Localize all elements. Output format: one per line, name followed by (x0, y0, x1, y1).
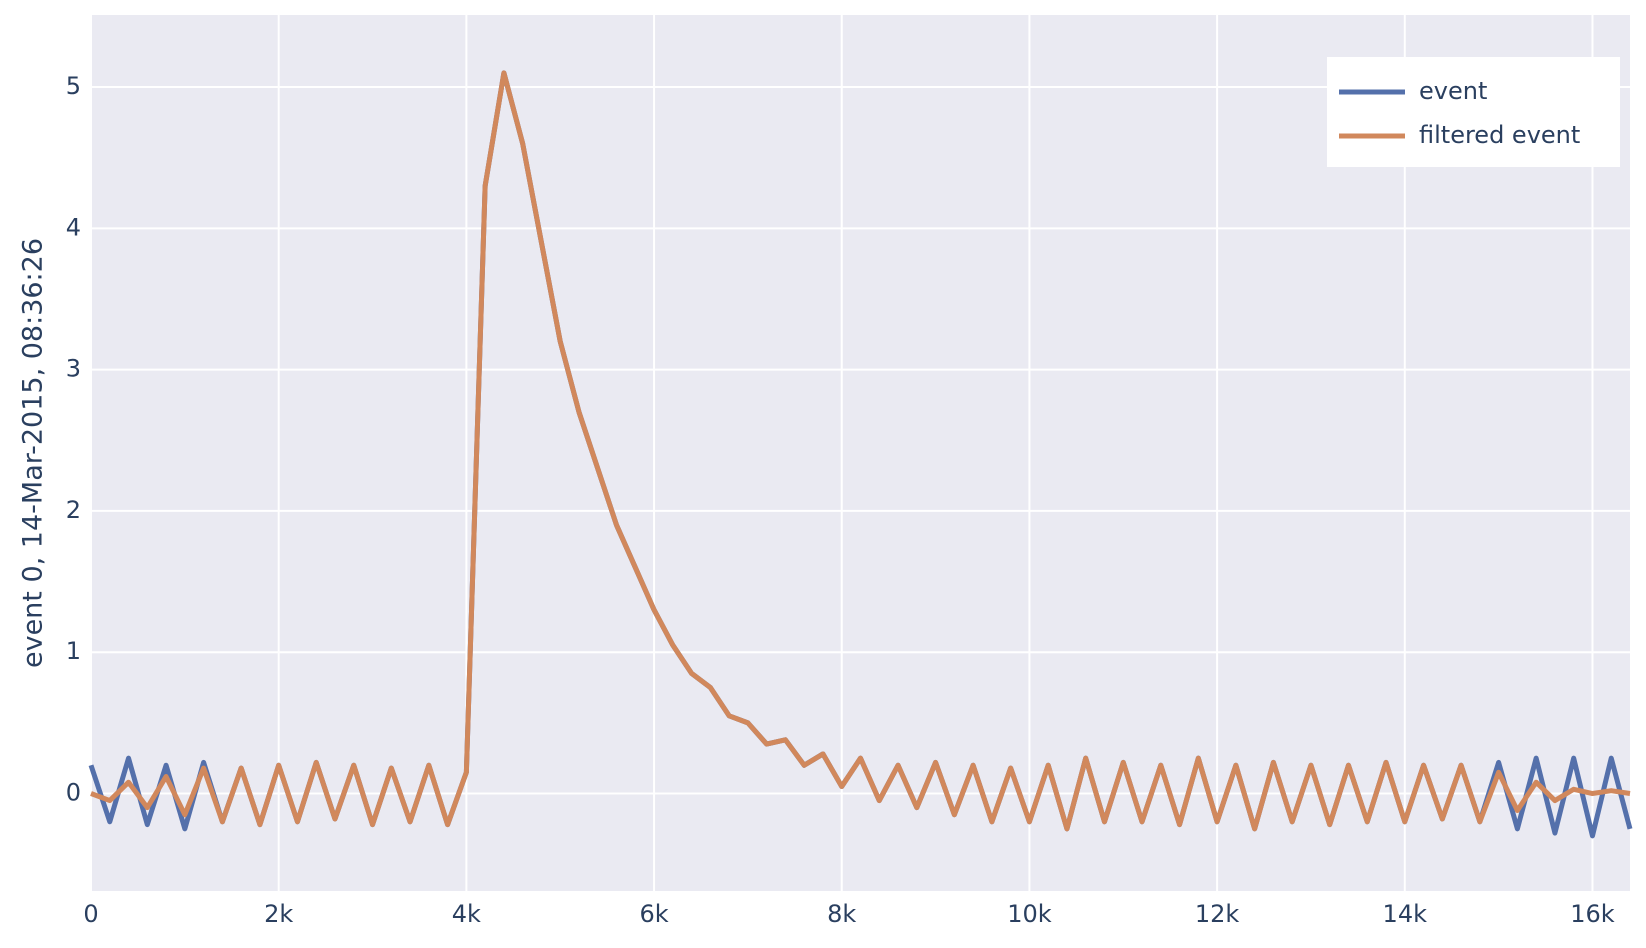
y-tick-label: 4 (66, 213, 81, 241)
line-series (90, 70, 1631, 832)
x-tick-label: 16k (1570, 900, 1615, 928)
legend-label: event (1419, 77, 1487, 105)
x-tick-label: 10k (1007, 900, 1052, 928)
y-axis-label: event 0, 14-Mar-2015, 08:36:26 (18, 238, 49, 668)
x-tick-label: 4k (452, 900, 481, 928)
x-tick-label: 14k (1383, 900, 1428, 928)
y-tick-label: 0 (66, 779, 81, 807)
x-tick-label: 8k (827, 900, 856, 928)
x-tick-label: 2k (264, 900, 293, 928)
y-tick-label: 1 (66, 637, 81, 665)
legend-box (1327, 57, 1620, 167)
legend-label: filtered event (1419, 121, 1580, 149)
y-tick-label: 5 (66, 72, 81, 100)
y-tick-label: 2 (66, 496, 81, 524)
x-tick-label: 12k (1195, 900, 1240, 928)
x-tick-label: 6k (639, 900, 668, 928)
x-tick-label: 0 (83, 900, 98, 928)
y-tick-label: 3 (66, 355, 81, 383)
